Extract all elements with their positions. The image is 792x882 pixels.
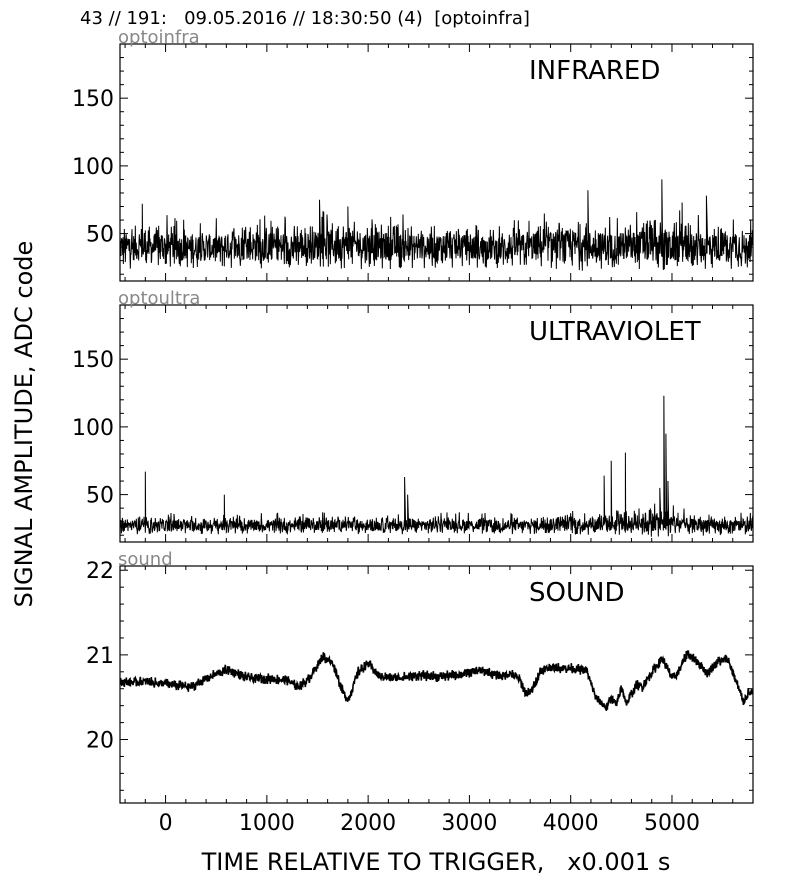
y-tick-label: 21	[86, 644, 114, 669]
signal-trace-optoultra	[120, 395, 753, 537]
y-tick-label: 50	[86, 223, 114, 248]
x-tick-label: 3000	[441, 811, 497, 836]
plot-frame	[119, 304, 754, 543]
y-tick-label: 22	[86, 559, 114, 584]
x-tick-label: 1000	[239, 811, 295, 836]
x-tick-label: 4000	[543, 811, 599, 836]
panel-title: ULTRAVIOLET	[529, 317, 701, 347]
channel-label: sound	[118, 549, 173, 570]
y-tick-label: 150	[72, 87, 114, 112]
channel-label: optoinfra	[118, 27, 200, 48]
panel-optoultra: 50 100 150 optoultra ULTRAVIOLET	[72, 288, 754, 543]
y-axis-title: SIGNAL AMPLITUDE, ADC code	[10, 240, 38, 608]
y-tick-label: 20	[86, 729, 114, 754]
panel-optoinfra: 50 100 150 optoinfra INFRARED	[72, 27, 754, 282]
x-tick-label: 5000	[644, 811, 700, 836]
x-tick-label: 0	[159, 811, 173, 836]
plot-frame	[119, 43, 754, 282]
panel-title: INFRARED	[529, 56, 660, 86]
panel-sound: 20 21 22 0 1000 2000 3000 4000 5000 sound SOUND	[86, 549, 754, 836]
plot-frame	[119, 565, 754, 804]
y-tick-label: 100	[72, 155, 114, 180]
y-tick-label: 100	[72, 416, 114, 441]
x-axis-title: TIME RELATIVE TO TRIGGER, x0.001 s	[201, 848, 671, 876]
page-title: 43 // 191: 09.05.2016 // 18:30:50 (4) [o…	[80, 8, 530, 29]
y-tick-label: 150	[72, 348, 114, 373]
panel-title: SOUND	[529, 578, 624, 608]
y-tick-label: 50	[86, 484, 114, 509]
x-tick-label: 2000	[340, 811, 396, 836]
channel-label: optoultra	[118, 288, 200, 309]
signal-trace-optoinfra	[120, 179, 753, 271]
signal-trace-sound	[120, 649, 753, 711]
